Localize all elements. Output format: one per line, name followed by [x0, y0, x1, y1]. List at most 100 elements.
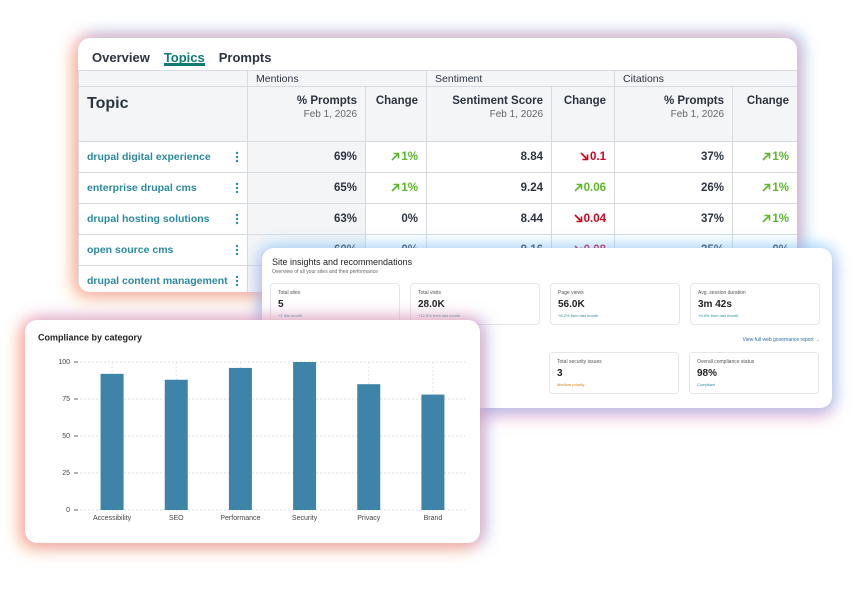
report-link[interactable]: View full web governance report → — [742, 337, 820, 343]
tab[interactable]: Topics — [163, 42, 205, 66]
topic-link[interactable]: enterprise drupal cms — [87, 182, 197, 194]
dot — [235, 221, 239, 225]
stat-tile: Page views 56.0K +8.2% from last month — [550, 283, 680, 325]
stat-value: 5 — [278, 299, 284, 310]
trend-icon — [574, 183, 582, 192]
cell-text: 65% — [333, 182, 357, 194]
cell-text: 1% — [401, 182, 419, 194]
row-menu[interactable] — [235, 244, 239, 256]
dot — [235, 275, 239, 279]
stat-label: Total security issues — [557, 359, 602, 365]
arrow — [574, 183, 582, 192]
y-tick-label: 0 — [66, 507, 70, 514]
x-tick-label: Accessibility — [93, 515, 132, 522]
stat-note: Compliant — [697, 382, 716, 387]
cell-text: 63% — [333, 213, 357, 225]
row-menu[interactable] — [235, 151, 239, 163]
topic-link[interactable]: drupal digital experience — [87, 151, 211, 163]
x-tick-label: Brand — [424, 515, 443, 522]
table-cell: 9.24 — [426, 172, 553, 204]
y-tick-label: 75 — [62, 396, 70, 403]
stat-tile: Total visits 28.0K +12.5% from last month — [410, 283, 540, 325]
table-cell: 26% — [614, 172, 734, 204]
column-label: Change — [375, 95, 419, 107]
table-cell: 0% — [364, 203, 428, 235]
column-sublabel: Feb 1, 2026 — [489, 109, 544, 120]
group-header: Mentions — [246, 70, 428, 87]
arrow — [762, 214, 771, 223]
dot — [235, 213, 239, 217]
topic-cell: drupal digital experience — [78, 141, 248, 173]
bar — [164, 379, 188, 510]
trend-icon — [391, 152, 400, 161]
table-cell: 1% — [364, 141, 428, 173]
dot — [235, 248, 239, 252]
table-cell: 1% — [732, 141, 797, 173]
cell-text: 1% — [772, 151, 790, 163]
group-header: Sentiment — [426, 70, 616, 87]
dot — [235, 151, 239, 155]
stat-label: Page views — [558, 290, 584, 296]
y-tick-label: 100 — [58, 359, 70, 366]
trend-icon — [580, 152, 589, 161]
cell-text: 69% — [333, 151, 357, 163]
stat-tile: Total sites 5 +2 this month — [270, 283, 400, 325]
tab-bar: Overview Topics Prompts — [78, 38, 797, 70]
trend-icon — [762, 152, 771, 161]
topic-cell: drupal content management — [78, 265, 248, 292]
table-cell: 37% — [614, 141, 734, 173]
x-tick-label: Performance — [220, 515, 260, 522]
column-header: % Prompts Feb 1, 2026 — [247, 86, 366, 142]
stat-note: +9.8% from last month — [698, 313, 739, 318]
cell-text: 26% — [700, 182, 725, 194]
topic-cell: enterprise drupal cms — [78, 172, 248, 204]
bar — [228, 367, 252, 510]
dot — [235, 244, 239, 248]
row-menu[interactable] — [235, 213, 239, 225]
stat-note: +12.5% from last month — [418, 313, 461, 318]
x-tick-label: Privacy — [357, 515, 380, 522]
trend-icon — [574, 214, 582, 223]
compliance-card: Compliance by category 0 25 50 75 100 Accessi… — [25, 320, 480, 543]
dot — [235, 283, 239, 287]
tab[interactable]: Overview — [92, 50, 150, 65]
row-menu[interactable] — [235, 182, 239, 194]
dot — [235, 186, 239, 190]
trend-icon — [762, 183, 771, 192]
row-menu[interactable] — [235, 275, 239, 287]
dot — [235, 217, 239, 221]
topic-cell: drupal hosting solutions — [78, 203, 248, 235]
stat-tile: Avg. session duration 3m 42s +9.8% from la… — [690, 283, 820, 325]
table-cell: 65% — [247, 172, 366, 204]
y-tick-label: 50 — [62, 433, 70, 440]
dot — [235, 155, 239, 159]
topic-link[interactable]: drupal hosting solutions — [87, 213, 210, 225]
cell-text: 37% — [700, 213, 725, 225]
arrow — [391, 152, 400, 161]
x-tick-label: Security — [292, 515, 318, 522]
column-label: Change — [746, 95, 790, 107]
column-label: Topic — [87, 95, 129, 112]
stat-note: +2 this month — [278, 313, 303, 318]
table-cell: 1% — [732, 203, 797, 235]
y-tick-label: 25 — [62, 470, 70, 477]
stat-label: Total sites — [278, 290, 301, 296]
column-label: % Prompts — [296, 95, 357, 107]
stat-note: Medium priority — [557, 382, 585, 387]
trend-icon — [762, 214, 771, 223]
dot — [235, 279, 239, 283]
dot — [235, 159, 239, 163]
topic-link[interactable]: drupal content management — [87, 275, 228, 287]
cell-text: 37% — [700, 151, 725, 163]
column-label: Change — [563, 95, 607, 107]
cell-text: 1% — [772, 213, 790, 225]
trend-icon — [391, 183, 400, 192]
column-sublabel: Feb 1, 2026 — [670, 109, 725, 120]
bar — [293, 362, 317, 510]
topic-link[interactable]: open source cms — [87, 244, 174, 256]
table-cell: 0.04 — [551, 203, 616, 235]
chart-title: Compliance by category — [38, 332, 142, 342]
tab[interactable]: Prompts — [218, 50, 272, 65]
stat-tile: Total security issues 3 Medium priority — [549, 352, 679, 394]
table-cell: 63% — [247, 203, 366, 235]
